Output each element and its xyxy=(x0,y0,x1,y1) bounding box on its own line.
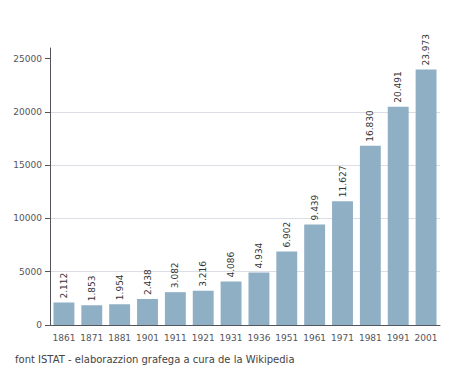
svg-text:1936: 1936 xyxy=(247,333,270,343)
svg-text:6.902: 6.902 xyxy=(282,222,292,248)
svg-text:11.627: 11.627 xyxy=(338,166,348,198)
svg-text:16.830: 16.830 xyxy=(365,110,375,142)
svg-text:25000: 25000 xyxy=(13,54,42,64)
svg-text:1981: 1981 xyxy=(359,333,382,343)
svg-text:1991: 1991 xyxy=(387,333,410,343)
svg-text:1911: 1911 xyxy=(164,333,187,343)
svg-text:4.934: 4.934 xyxy=(254,242,264,268)
svg-text:1871: 1871 xyxy=(80,333,103,343)
svg-text:9.439: 9.439 xyxy=(310,194,320,220)
svg-text:1931: 1931 xyxy=(220,333,243,343)
svg-text:15000: 15000 xyxy=(13,160,42,170)
svg-text:0: 0 xyxy=(36,320,42,330)
svg-text:1861: 1861 xyxy=(52,333,75,343)
svg-text:20000: 20000 xyxy=(13,107,42,117)
svg-text:5000: 5000 xyxy=(19,267,42,277)
svg-text:10000: 10000 xyxy=(13,213,42,223)
svg-text:1.954: 1.954 xyxy=(115,274,125,300)
svg-text:1961: 1961 xyxy=(303,333,326,343)
svg-text:1971: 1971 xyxy=(331,333,354,343)
svg-text:1.853: 1.853 xyxy=(87,275,97,301)
svg-text:2001: 2001 xyxy=(415,333,438,343)
svg-text:2.438: 2.438 xyxy=(143,269,153,295)
svg-text:4.086: 4.086 xyxy=(226,251,236,277)
svg-text:1951: 1951 xyxy=(275,333,298,343)
svg-text:1881: 1881 xyxy=(108,333,131,343)
svg-text:20.491: 20.491 xyxy=(393,71,403,103)
svg-text:3.216: 3.216 xyxy=(198,261,208,287)
svg-text:2.112: 2.112 xyxy=(59,273,69,299)
svg-text:23.973: 23.973 xyxy=(421,34,431,66)
svg-text:font ISTAT - elaborazzion graf: font ISTAT - elaborazzion grafega a cura… xyxy=(15,354,295,365)
svg-text:1921: 1921 xyxy=(192,333,215,343)
svg-text:1901: 1901 xyxy=(136,333,159,343)
svg-text:3.082: 3.082 xyxy=(170,262,180,288)
